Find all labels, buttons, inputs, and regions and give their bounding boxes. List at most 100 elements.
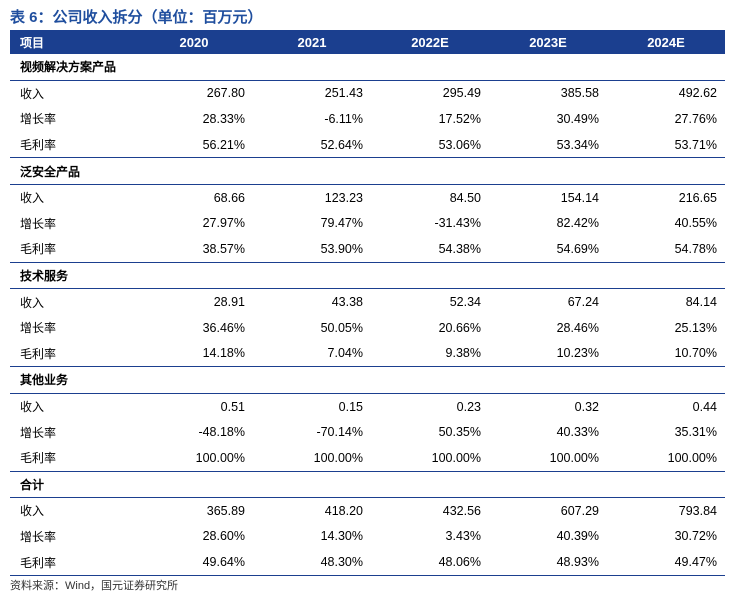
value-cell: 27.76% — [674, 111, 717, 126]
row-label: 增长率 — [20, 321, 57, 336]
value-cell: 100.00% — [431, 450, 481, 465]
value-cell: 56.21% — [202, 137, 245, 152]
table-row: 毛利率 100.00% 100.00% 100.00% 100.00% 100.00% — [10, 445, 725, 471]
value-cell: 40.55% — [674, 216, 717, 231]
value-cell: 123.23 — [324, 190, 363, 205]
section-row: 泛安全产品 — [10, 157, 725, 185]
source-note: 资料来源：Wind，国元证券研究所 — [10, 580, 179, 592]
value-cell: 28.91 — [213, 295, 245, 310]
row-label: 收入 — [20, 86, 45, 101]
value-cell: 79.47% — [320, 216, 363, 231]
value-cell: 53.06% — [438, 137, 481, 152]
value-cell: 28.46% — [556, 320, 599, 335]
value-cell: 100.00% — [667, 450, 717, 465]
row-label: 增长率 — [20, 112, 57, 127]
value-cell: 84.14 — [685, 295, 717, 310]
row-label: 毛利率 — [20, 451, 57, 466]
table-row: 增长率 -48.18% -70.14% 50.35% 40.33% 35.31% — [10, 419, 725, 445]
value-cell: 0.44 — [692, 399, 717, 414]
header-year-2021: 2021 — [253, 30, 371, 54]
value-cell: 607.29 — [560, 503, 599, 518]
row-label: 毛利率 — [20, 346, 57, 361]
value-cell: 100.00% — [549, 450, 599, 465]
header-year-2022e: 2022E — [371, 30, 489, 54]
table-row: 收入 68.66 123.23 84.50 154.14 216.65 — [10, 184, 725, 210]
section-title: 合计 — [10, 470, 725, 499]
table-row: 增长率 28.33% -6.11% 17.52% 30.49% 27.76% — [10, 106, 725, 132]
value-cell: 53.34% — [556, 137, 599, 152]
value-cell: 100.00% — [313, 450, 363, 465]
row-label: 增长率 — [20, 529, 57, 544]
row-label: 增长率 — [20, 425, 57, 440]
value-cell: 54.78% — [674, 241, 717, 256]
value-cell: 365.89 — [206, 503, 245, 518]
row-label: 毛利率 — [20, 138, 57, 153]
section-title: 泛安全产品 — [10, 157, 725, 185]
row-label: 收入 — [20, 295, 45, 310]
table-row: 毛利率 14.18% 7.04% 9.38% 10.23% 10.70% — [10, 341, 725, 367]
value-cell: 48.06% — [371, 549, 489, 576]
value-cell: 492.62 — [678, 86, 717, 101]
header-year-2024e: 2024E — [607, 30, 725, 54]
value-cell: 17.52% — [438, 111, 481, 126]
header-year-2023e: 2023E — [489, 30, 607, 54]
value-cell: 40.39% — [556, 529, 599, 544]
table-row: 收入 0.51 0.15 0.23 0.32 0.44 — [10, 393, 725, 419]
value-cell: 48.93% — [489, 549, 607, 576]
value-cell: 35.31% — [674, 425, 717, 440]
row-label: 毛利率 — [10, 549, 135, 576]
row-label: 收入 — [20, 191, 45, 206]
value-cell: 251.43 — [324, 86, 363, 101]
table-row: 增长率 28.60% 14.30% 3.43% 40.39% 30.72% — [10, 524, 725, 550]
value-cell: 10.23% — [556, 346, 599, 361]
table-row: 收入 28.91 43.38 52.34 67.24 84.14 — [10, 289, 725, 315]
section-row: 视频解决方案产品 — [10, 54, 725, 81]
value-cell: -31.43% — [434, 216, 481, 231]
header-row: 项目 2020 2021 2022E 2023E 2024E — [10, 30, 725, 54]
value-cell: 20.66% — [438, 320, 481, 335]
value-cell: 14.18% — [202, 346, 245, 361]
value-cell: 27.97% — [202, 216, 245, 231]
section-row: 合计 — [10, 470, 725, 499]
value-cell: 54.38% — [438, 241, 481, 256]
value-cell: 0.32 — [574, 399, 599, 414]
value-cell: 50.35% — [438, 425, 481, 440]
row-label: 收入 — [20, 504, 45, 519]
value-cell: 14.30% — [320, 529, 363, 544]
value-cell: -6.11% — [324, 111, 363, 126]
value-cell: 0.51 — [220, 399, 245, 414]
header-item: 项目 — [10, 30, 135, 54]
section-title: 其他业务 — [10, 366, 725, 394]
value-cell: 30.49% — [556, 111, 599, 126]
value-cell: 82.42% — [556, 216, 599, 231]
value-cell: 49.64% — [135, 549, 253, 576]
value-cell: 40.33% — [556, 425, 599, 440]
value-cell: 28.33% — [202, 111, 245, 126]
table-row: 毛利率 56.21% 52.64% 53.06% 53.34% 53.71% — [10, 132, 725, 158]
table-row: 毛利率 38.57% 53.90% 54.38% 54.69% 54.78% — [10, 236, 725, 262]
value-cell: 68.66 — [213, 190, 245, 205]
value-cell: 154.14 — [560, 190, 599, 205]
section-title: 视频解决方案产品 — [10, 54, 725, 81]
row-label: 毛利率 — [20, 242, 57, 257]
value-cell: 52.34 — [449, 295, 481, 310]
value-cell: 100.00% — [195, 450, 245, 465]
value-cell: -70.14% — [316, 425, 363, 440]
value-cell: 9.38% — [445, 346, 481, 361]
value-cell: 10.70% — [674, 346, 717, 361]
value-cell: 0.23 — [456, 399, 481, 414]
value-cell: 267.80 — [206, 86, 245, 101]
value-cell: 0.15 — [338, 399, 363, 414]
value-cell: 36.46% — [202, 320, 245, 335]
value-cell: 53.71% — [674, 137, 717, 152]
value-cell: 52.64% — [320, 137, 363, 152]
section-row: 其他业务 — [10, 366, 725, 394]
value-cell: 84.50 — [449, 190, 481, 205]
value-cell: 793.84 — [678, 503, 717, 518]
value-cell: 385.58 — [560, 86, 599, 101]
section-title: 技术服务 — [10, 261, 725, 290]
table-row: 收入 365.89 418.20 432.56 607.29 793.84 — [10, 498, 725, 524]
revenue-breakdown-table: 项目 2020 2021 2022E 2023E 2024E 视频解决方案产品收… — [10, 30, 725, 576]
row-label: 增长率 — [20, 216, 57, 231]
value-cell: -48.18% — [198, 425, 245, 440]
